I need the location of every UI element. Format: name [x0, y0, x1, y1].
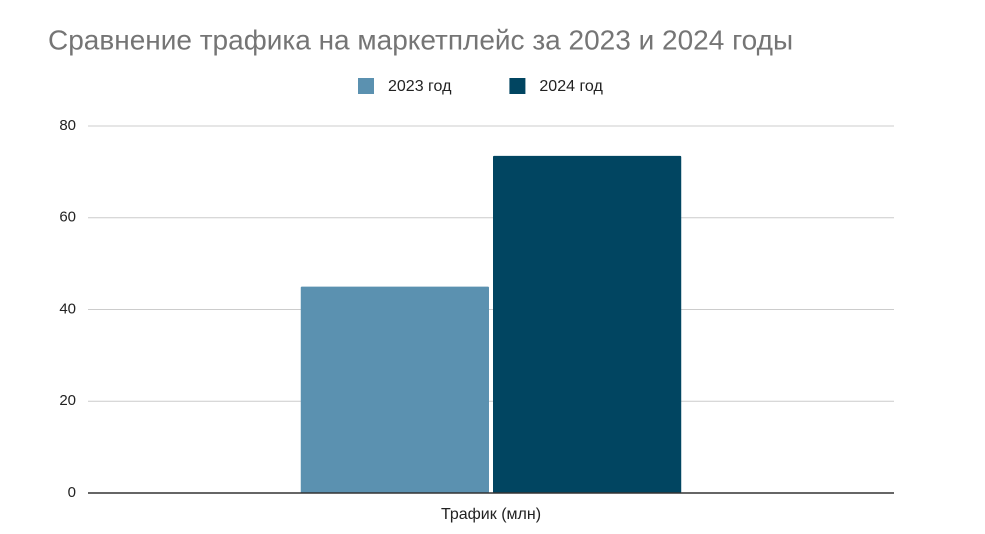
legend-swatch: [509, 78, 526, 94]
legend-label: 2023 год: [388, 78, 452, 95]
y-tick-label: 60: [59, 209, 76, 226]
legend-swatch: [358, 78, 374, 94]
y-tick-label: 0: [68, 484, 76, 501]
legend-label: 2024 год: [539, 78, 603, 95]
y-tick-label: 80: [59, 117, 76, 134]
bar: [300, 286, 489, 493]
y-tick-label: 20: [59, 392, 76, 409]
bar: [493, 155, 682, 493]
x-tick-label: Трафик (млн): [441, 506, 541, 523]
chart-title: Сравнение трафика на маркетплейс за 2023…: [48, 24, 793, 55]
y-tick-label: 40: [59, 300, 76, 317]
